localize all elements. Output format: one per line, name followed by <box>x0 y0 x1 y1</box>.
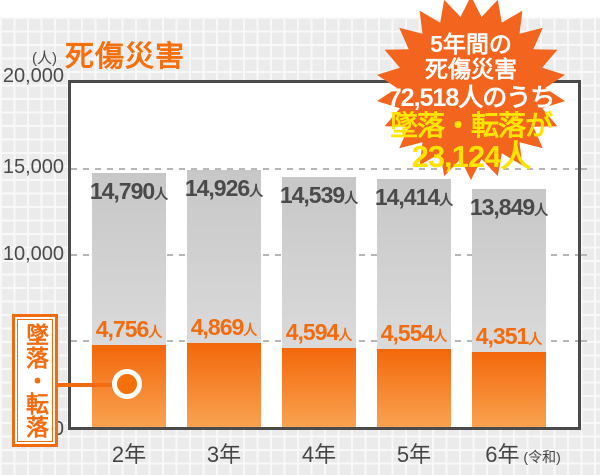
callout-marker-dot <box>112 369 142 399</box>
fall-bar <box>187 343 261 427</box>
badge-line-2: 死傷災害 <box>425 56 517 82</box>
fall-callout-box: 墜落・転落 <box>12 314 58 447</box>
gridline-15000 <box>71 168 578 170</box>
fall-bar <box>377 348 451 427</box>
gridline-stub-5000 <box>581 340 591 342</box>
total-value-label: 14,414人 <box>374 184 454 211</box>
x-axis-label-2年: 2年 <box>111 442 147 467</box>
fall-value-label: 4,554人 <box>380 319 448 346</box>
fall-value-label: 4,756人 <box>95 316 163 343</box>
gridline-stub-15000 <box>581 168 591 170</box>
gridline-stub-10000 <box>581 254 591 256</box>
fall-value-label: 4,594人 <box>285 318 353 345</box>
starburst-badge: 5年間の 死傷災害 72,518人のうち 墜落・転落が 23,124人 <box>366 0 576 188</box>
era-suffix-label: (令和) <box>519 449 561 465</box>
fall-callout-label: 墜落・転落 <box>22 323 49 438</box>
fall-bar <box>472 352 546 427</box>
plot-inner: 14,790人 4,756人 14,926人 4,869人 14,539人 4,594人 1… <box>71 83 578 427</box>
y-tick-15000: 15,000 <box>2 156 64 178</box>
badge-line-3: 72,518人のうち <box>387 84 555 112</box>
x-axis-label-4年: 4年 <box>301 442 337 467</box>
y-tick-0: 0 <box>52 418 64 440</box>
fall-value-label: 4,869人 <box>190 314 258 341</box>
x-axis-label-6年: 6年 (令和) <box>485 442 561 467</box>
fall-value-label: 4,351人 <box>475 323 543 350</box>
badge-line-4: 墜落・転落が <box>389 110 553 141</box>
y-tick-10000: 10,000 <box>2 243 64 265</box>
badge-line-5: 23,124人 <box>411 139 532 174</box>
total-value-label: 14,790人 <box>89 177 169 204</box>
starburst-icon <box>377 0 565 180</box>
y-tick-20000: 20,000 <box>2 65 64 87</box>
x-axis-label-5年: 5年 <box>396 442 432 467</box>
x-axis-label-3年: 3年 <box>206 442 242 467</box>
total-value-label: 14,539人 <box>279 181 359 208</box>
fall-bar <box>282 347 356 427</box>
y-axis-unit-label: (人) <box>32 50 57 67</box>
badge-line-1: 5年間の <box>430 31 512 57</box>
callout-connector-line <box>55 383 128 387</box>
fall-callout-inner-border: 墜落・転落 <box>17 319 53 442</box>
total-value-label: 13,849人 <box>469 193 549 220</box>
total-value-label: 14,926人 <box>184 175 264 202</box>
chart-title: 死傷災害 <box>65 41 186 73</box>
